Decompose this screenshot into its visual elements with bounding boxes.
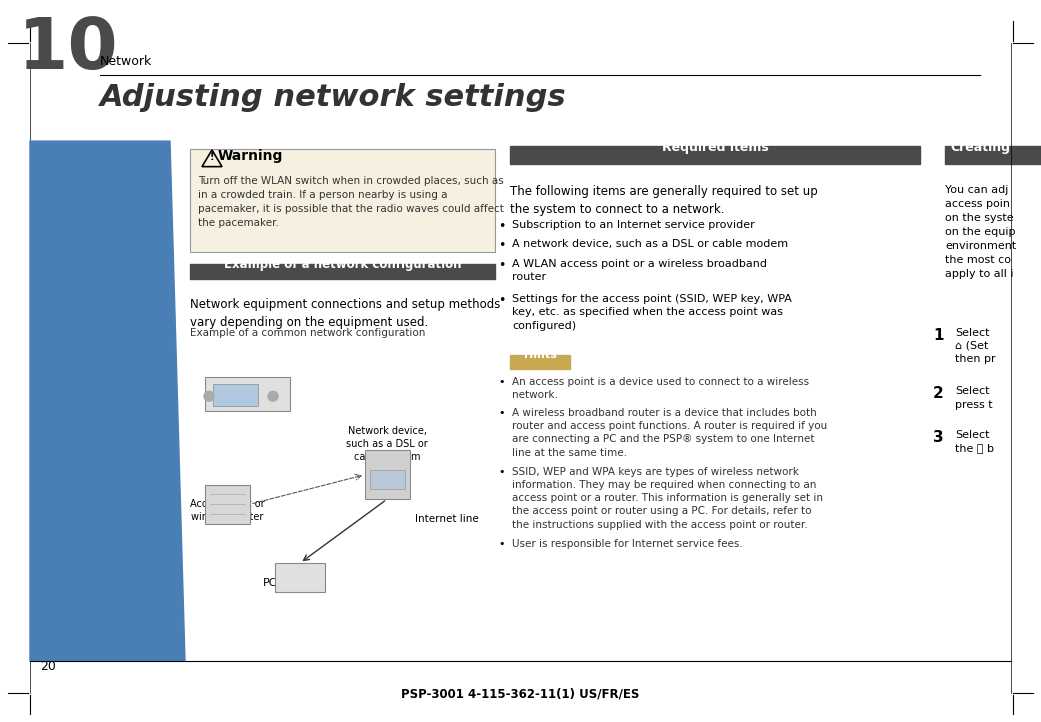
Text: Network equipment connections and setup methods
vary depending on the equipment : Network equipment connections and setup … [191, 298, 501, 329]
Circle shape [204, 391, 214, 401]
Text: •: • [499, 408, 505, 418]
Text: Select
press t: Select press t [955, 386, 993, 409]
Text: Warning: Warning [218, 149, 283, 162]
Text: •: • [498, 259, 505, 272]
Bar [205, 484, 250, 523]
Text: The following items are generally required to set up
the system to connect to a : The following items are generally requir… [510, 186, 818, 217]
Text: Creating: Creating [950, 141, 1010, 154]
Text: Network: Network [100, 55, 152, 68]
Bar [365, 451, 410, 500]
Text: Example of a common network configuration: Example of a common network configuratio… [191, 328, 426, 338]
Bar [510, 355, 570, 369]
Bar [205, 377, 290, 411]
Text: A network device, such as a DSL or cable modem: A network device, such as a DSL or cable… [512, 239, 788, 249]
Text: •: • [499, 377, 505, 386]
Text: •: • [499, 539, 505, 549]
Text: •: • [498, 294, 505, 307]
Text: 10: 10 [18, 15, 119, 84]
Text: Turn off the WLAN switch when in crowded places, such as
in a crowded train. If : Turn off the WLAN switch when in crowded… [198, 176, 504, 228]
Text: 20: 20 [40, 660, 56, 673]
Bar [945, 146, 1041, 164]
Text: Access point or
wireless router: Access point or wireless router [189, 500, 264, 523]
Text: A wireless broadband router is a device that includes both
router and access poi: A wireless broadband router is a device … [512, 408, 828, 458]
Circle shape [268, 391, 278, 401]
Bar [191, 264, 496, 279]
Text: Internet line: Internet line [415, 514, 479, 524]
Bar [213, 384, 258, 406]
Text: Adjusting network settings: Adjusting network settings [100, 83, 566, 112]
Text: PC: PC [262, 578, 277, 588]
Text: Network device,
such as a DSL or
cable modem: Network device, such as a DSL or cable m… [346, 426, 428, 462]
Text: 3: 3 [933, 430, 943, 445]
Text: •: • [499, 467, 505, 477]
Text: An access point is a device used to connect to a wireless
network.: An access point is a device used to conn… [512, 377, 809, 400]
Text: User is responsible for Internet service fees.: User is responsible for Internet service… [512, 539, 742, 549]
Text: •: • [498, 239, 505, 252]
Text: 2: 2 [933, 386, 944, 401]
Text: Example of a network configuration: Example of a network configuration [224, 258, 461, 271]
Text: PSP-3001 4-115-362-11(1) US/FR/ES: PSP-3001 4-115-362-11(1) US/FR/ES [401, 687, 639, 700]
Text: !: ! [209, 152, 214, 162]
Polygon shape [30, 141, 185, 661]
Text: Select
⌂ (Set
then pr: Select ⌂ (Set then pr [955, 328, 995, 364]
Text: 1: 1 [933, 328, 943, 342]
Bar [370, 470, 405, 490]
Text: Required items: Required items [662, 141, 768, 154]
Text: Select
the ⓧ b: Select the ⓧ b [955, 430, 994, 453]
Bar [510, 146, 920, 164]
Text: Hints: Hints [524, 350, 556, 360]
Text: Subscription to an Internet service provider: Subscription to an Internet service prov… [512, 219, 755, 230]
Text: •: • [498, 219, 505, 232]
Text: You can adj
access poin
on the syste
on the equip
environment
the most co
apply : You can adj access poin on the syste on … [945, 186, 1016, 279]
Text: Settings for the access point (SSID, WEP key, WPA
key, etc. as specified when th: Settings for the access point (SSID, WEP… [512, 294, 792, 331]
Text: SSID, WEP and WPA keys are types of wireless network
information. They may be re: SSID, WEP and WPA keys are types of wire… [512, 467, 823, 530]
Text: A WLAN access point or a wireless broadband
router: A WLAN access point or a wireless broadb… [512, 259, 767, 282]
FancyBboxPatch shape [191, 149, 496, 252]
Bar [275, 563, 325, 593]
